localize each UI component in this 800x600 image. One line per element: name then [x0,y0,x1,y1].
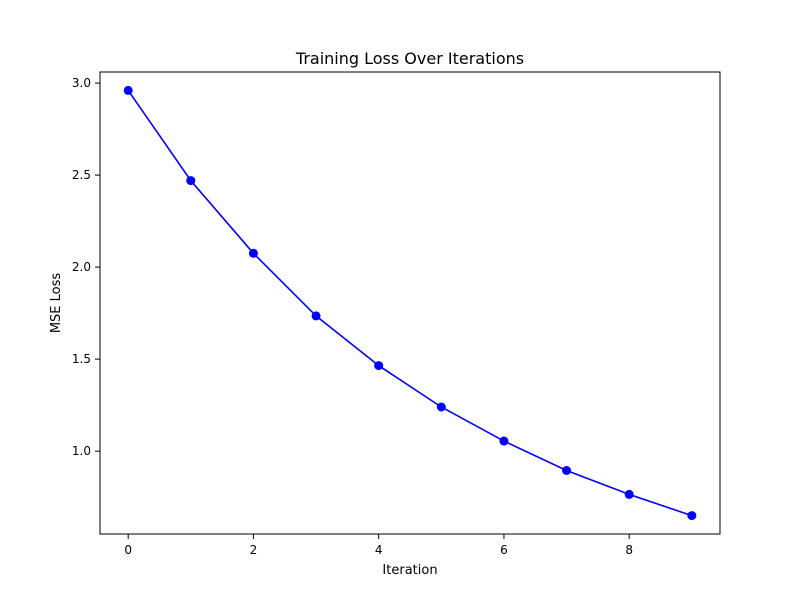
data-point [687,511,697,521]
y-tick-label: 2.0 [72,260,91,274]
y-axis-label: MSE Loss [49,273,64,334]
x-axis-label: Iteration [382,563,437,578]
series-layer [123,85,697,521]
data-point [186,176,196,186]
data-point [374,361,384,371]
chart-title: Training Loss Over Iterations [295,49,524,68]
data-point [123,85,133,95]
data-point [624,489,634,499]
x-tick-label: 4 [375,543,383,557]
x-tick-label: 8 [625,543,633,557]
y-tick-label: 1.5 [72,352,91,366]
x-tick-label: 6 [500,543,508,557]
data-point [436,402,446,412]
y-tick-label: 3.0 [72,76,91,90]
x-tick-label: 0 [124,543,132,557]
plot-area [99,71,721,535]
series-line [127,89,693,517]
y-tick-label: 1.0 [72,444,91,458]
y-axis: 1.0 1.5 2.0 2.5 3.0 [72,76,100,458]
plot-frame [99,71,721,535]
data-point [311,311,321,321]
data-point [248,248,258,258]
y-tick-label: 2.5 [72,168,91,182]
x-tick-label: 2 [250,543,258,557]
data-point [562,465,572,475]
x-axis: 0 2 4 6 8 [124,534,633,557]
data-point [499,436,509,446]
